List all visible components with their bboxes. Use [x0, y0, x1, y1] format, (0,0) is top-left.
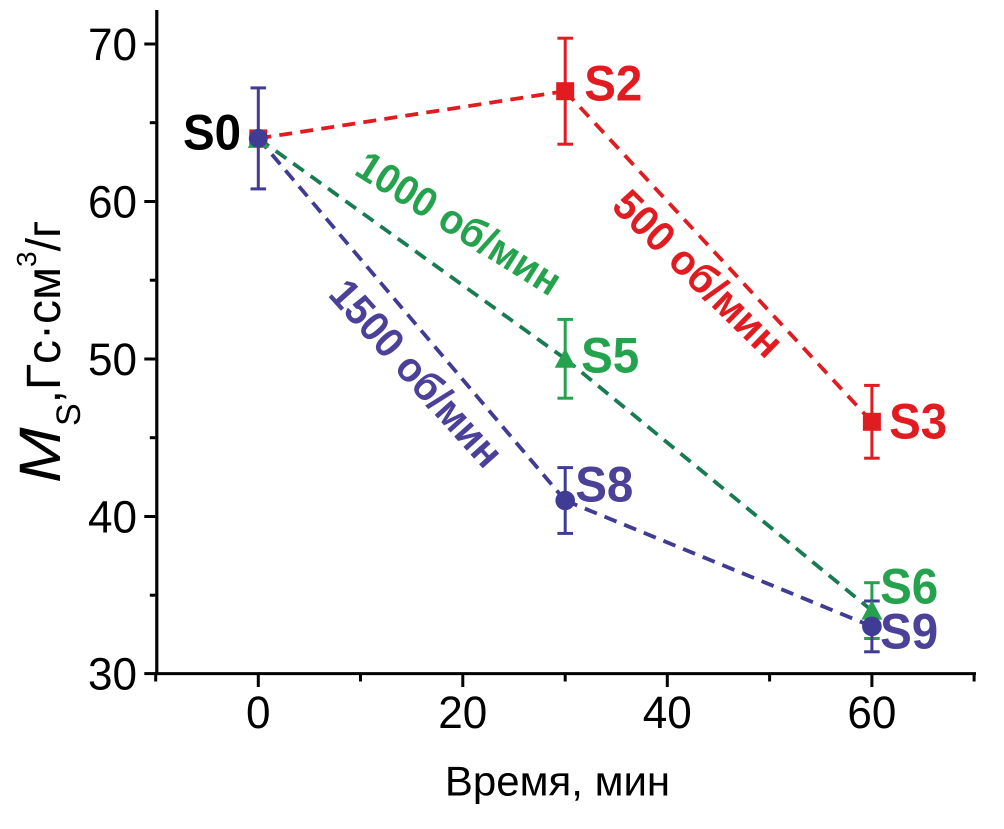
svg-text:S6: S6 — [880, 559, 938, 614]
svg-text:0: 0 — [246, 688, 271, 737]
svg-text:60: 60 — [847, 688, 896, 737]
svg-text:S5: S5 — [581, 328, 639, 383]
svg-text:40: 40 — [88, 493, 137, 542]
svg-text:50: 50 — [88, 335, 137, 384]
svg-text:70: 70 — [88, 20, 137, 69]
svg-text:S3: S3 — [889, 394, 947, 449]
svg-text:S0: S0 — [183, 105, 241, 160]
svg-text:20: 20 — [438, 688, 487, 737]
svg-text:S,Гс·см3/г: S,Гс·см3/г — [11, 221, 88, 426]
svg-text:S8: S8 — [575, 457, 633, 512]
svg-text:Время, мин: Время, мин — [445, 758, 670, 805]
svg-text:60: 60 — [88, 178, 137, 227]
svg-text:30: 30 — [88, 650, 137, 699]
svg-text:40: 40 — [643, 688, 692, 737]
svg-text:S2: S2 — [584, 56, 642, 111]
svg-text:S9: S9 — [880, 604, 938, 659]
svg-text:M: M — [8, 426, 73, 483]
